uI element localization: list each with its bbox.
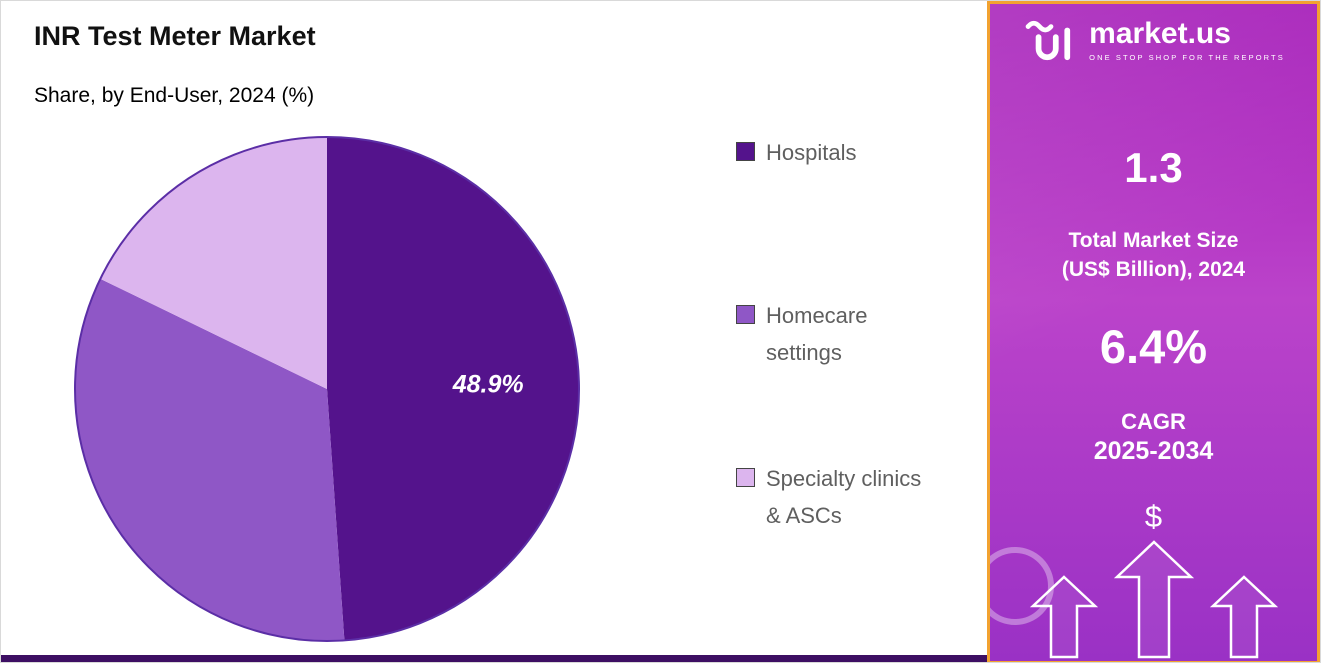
- legend-swatch: [736, 468, 755, 487]
- logo-tagline: ONE STOP SHOP FOR THE REPORTS: [1089, 53, 1285, 62]
- legend-label: Specialty clinics & ASCs: [766, 466, 922, 528]
- legend-swatch: [736, 142, 755, 161]
- up-arrow-icon: [1113, 540, 1194, 659]
- logo-text-column: market.us ONE STOP SHOP FOR THE REPORTS: [1089, 17, 1285, 63]
- pie-chart-svg: 48.9%: [74, 136, 580, 642]
- logo-wordmark: market.us: [1089, 17, 1231, 50]
- marketus-logo-icon: [1025, 20, 1071, 61]
- chart-subtitle: Share, by End-User, 2024 (%): [34, 84, 315, 107]
- market-size-label-line2: (US$ Billion), 2024: [1061, 258, 1246, 281]
- cagr-value: 6.4%: [1099, 320, 1208, 373]
- legend-label: Homecare settings: [766, 303, 868, 365]
- dollar-symbol: $: [1144, 499, 1163, 534]
- bottom-accent-bar: [1, 655, 1320, 662]
- pie-outline: [74, 136, 580, 642]
- marketus-logo: market.us ONE STOP SHOP FOR THE REPORTS: [990, 18, 1317, 62]
- cagr-period: 2025-2034: [1093, 437, 1214, 465]
- sidebar: market.us ONE STOP SHOP FOR THE REPORTS …: [987, 1, 1320, 662]
- legend-item-1: Homecare settings: [736, 297, 936, 371]
- legend-label: Hospitals: [766, 140, 857, 165]
- sidebar-photo-overlay: [990, 547, 1054, 625]
- growth-arrows: [990, 539, 1317, 659]
- legend-item-2: Specialty clinics & ASCs: [736, 460, 936, 534]
- market-size-label: Total Market Size (US$ Billion), 2024: [990, 226, 1317, 284]
- up-arrow-icon: [1029, 575, 1098, 659]
- pie-slice-1: [75, 278, 345, 642]
- pie-chart: 48.9%: [69, 131, 585, 647]
- cagr-label: CAGR: [1121, 409, 1186, 434]
- pie-slice-2: [100, 137, 327, 389]
- market-size-value: 1.3: [1124, 144, 1183, 191]
- pie-data-label: 48.9%: [452, 370, 524, 398]
- up-arrow-icon: [1209, 575, 1278, 659]
- legend-item-0: Hospitals: [736, 134, 936, 171]
- market-size-label-line1: Total Market Size: [1068, 229, 1239, 252]
- chart-title: INR Test Meter Market: [34, 21, 316, 51]
- legend-swatch: [736, 305, 755, 324]
- pie-slice-0: [327, 137, 580, 641]
